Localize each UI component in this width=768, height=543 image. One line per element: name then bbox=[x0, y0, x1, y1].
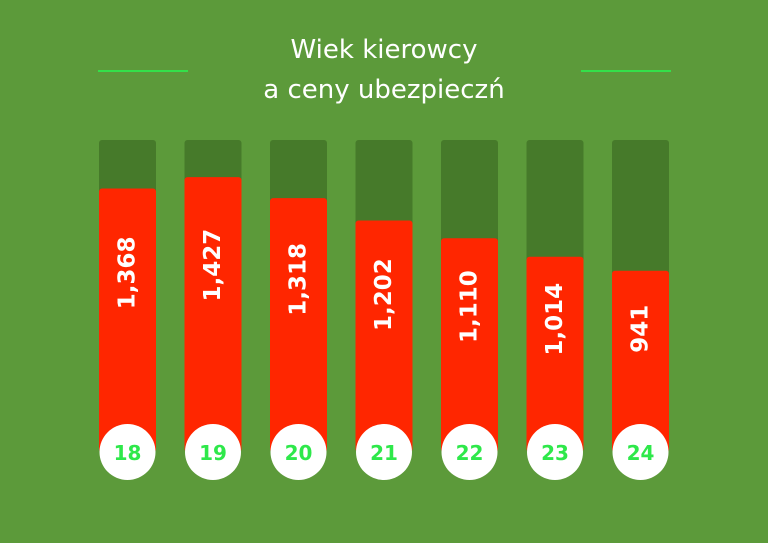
category-circle-21 bbox=[356, 424, 412, 480]
category-circle-18 bbox=[99, 424, 156, 480]
category-label-20: 20 bbox=[285, 441, 313, 465]
category-circle-23 bbox=[527, 424, 583, 480]
value-label-21: 1,202 bbox=[371, 258, 397, 331]
bar-23 bbox=[526, 256, 584, 452]
value-label-20: 1,318 bbox=[286, 243, 312, 316]
category-label-18: 18 bbox=[114, 441, 142, 465]
value-label-24: 941 bbox=[628, 305, 654, 353]
category-label-19: 19 bbox=[199, 441, 227, 465]
value-label-18: 1,368 bbox=[114, 236, 140, 309]
bar-21 bbox=[355, 220, 413, 452]
category-label-21: 21 bbox=[370, 441, 398, 465]
category-circle-22 bbox=[441, 424, 498, 480]
value-label-23: 1,014 bbox=[542, 283, 568, 356]
title-accent-line-left bbox=[98, 70, 188, 72]
category-label-23: 23 bbox=[541, 441, 569, 465]
category-label-24: 24 bbox=[627, 441, 655, 465]
chart-title: Wiek kierowcy a ceny ubezpieczń bbox=[0, 30, 768, 110]
bar-22 bbox=[441, 238, 498, 452]
bar-18 bbox=[99, 188, 156, 453]
chart-title-line-1: Wiek kierowcy bbox=[290, 35, 478, 65]
bar-19 bbox=[184, 177, 242, 453]
chart-title-line-2: a ceny ubezpieczń bbox=[263, 75, 505, 105]
category-label-22: 22 bbox=[456, 441, 484, 465]
category-circle-19 bbox=[185, 424, 241, 480]
bar-20 bbox=[270, 198, 327, 452]
category-circle-24 bbox=[612, 424, 669, 480]
bar-24 bbox=[612, 270, 669, 452]
title-accent-line-right bbox=[581, 70, 671, 72]
category-circle-20 bbox=[270, 424, 327, 480]
value-label-19: 1,427 bbox=[200, 229, 226, 302]
value-label-22: 1,110 bbox=[457, 270, 483, 343]
